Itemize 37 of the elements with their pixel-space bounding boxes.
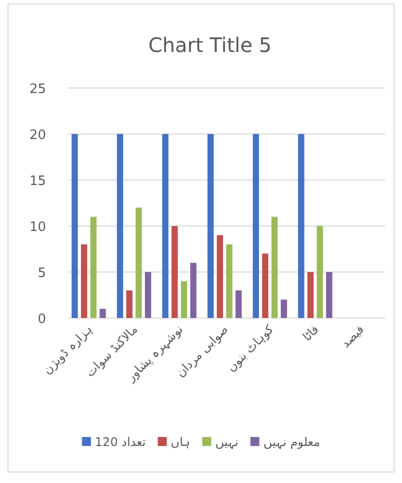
bar (190, 262, 196, 318)
bar (226, 244, 232, 318)
bar (236, 290, 242, 318)
bar (298, 134, 304, 318)
bar (280, 300, 288, 318)
x-tick-label: فاٹا (300, 322, 322, 344)
bar (72, 134, 78, 318)
bar (172, 226, 178, 318)
y-tick-label: 20 (29, 128, 46, 143)
bar (136, 208, 142, 318)
y-tick-label: 25 (29, 82, 46, 97)
legend-label: معلوم نہیں (263, 435, 320, 449)
bar (180, 281, 188, 318)
chart-title: Chart Title 5 (148, 33, 272, 57)
y-tick-label: 5 (38, 266, 46, 281)
y-tick-label: 15 (29, 174, 46, 189)
bar (216, 235, 224, 318)
legend-label: تعداد 120 (94, 435, 146, 449)
bar (90, 216, 97, 318)
bar (116, 134, 124, 318)
bar (126, 290, 132, 318)
bar (271, 216, 278, 318)
x-tick-label: فیصد (338, 322, 367, 351)
legend-label: نہیں (215, 435, 238, 449)
bar (144, 272, 152, 318)
bar (162, 134, 168, 318)
bar (207, 134, 214, 318)
bar (262, 254, 268, 318)
bar (100, 308, 106, 318)
bar (80, 244, 88, 318)
y-tick-label: 10 (29, 220, 46, 235)
legend-label: ہاں (170, 435, 190, 449)
bar (326, 272, 332, 318)
y-tick-label: 0 (38, 312, 46, 327)
bar (252, 134, 259, 318)
bar (307, 272, 314, 318)
bar (316, 226, 323, 318)
